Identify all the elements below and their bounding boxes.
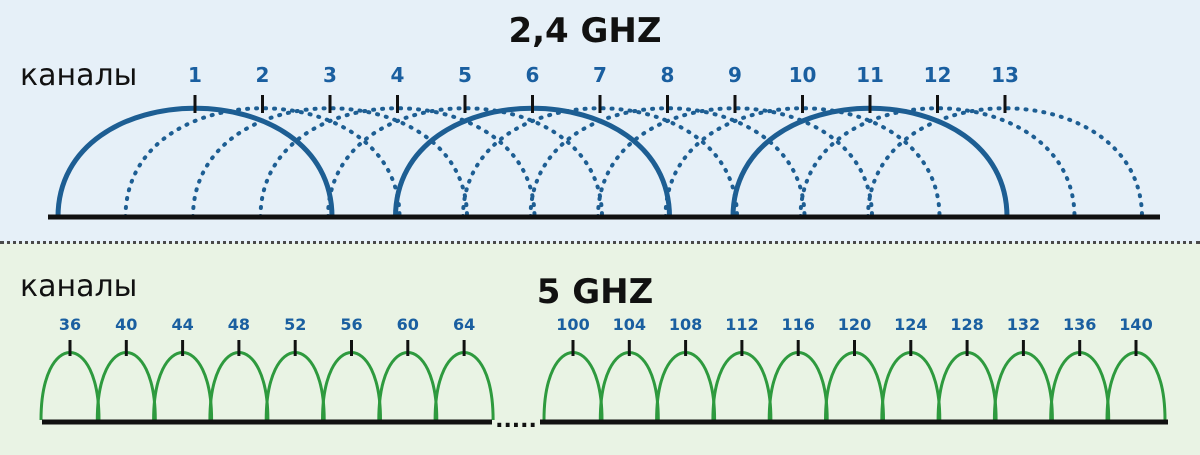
channel-136-number: 136: [1063, 315, 1096, 334]
channel-40-number: 40: [115, 315, 137, 334]
channel-56-number: 56: [340, 315, 362, 334]
band-24-channel-group: 1 2 3 4 5 6 7 8 9 10 11 12 13: [55, 63, 1144, 219]
channel-36-curve: [39, 351, 101, 421]
channel-128-number: 128: [950, 315, 983, 334]
channel-132-number: 132: [1007, 315, 1040, 334]
channel-52-curve: [264, 351, 326, 421]
channel-128-curve: [936, 351, 998, 421]
channel-4-curve: [258, 106, 537, 219]
channel-64-number: 64: [453, 315, 475, 334]
channel-1-number: 1: [188, 63, 202, 87]
channel-100-curve: [542, 351, 604, 421]
section-divider: [0, 241, 1200, 244]
channel-40-curve: [95, 351, 157, 421]
channel-11-number: 11: [856, 63, 884, 87]
channel-108-number: 108: [669, 315, 702, 334]
channel-10-curve: [663, 106, 942, 219]
channel-60-curve: [377, 351, 439, 421]
channel-48-number: 48: [228, 315, 250, 334]
band-5-title: 5 GHZ: [537, 272, 654, 312]
channel-7-number: 7: [593, 63, 607, 87]
channel-104-curve: [598, 351, 660, 421]
channel-136-curve: [1049, 351, 1111, 421]
channel-132-curve: [992, 351, 1054, 421]
channel-9-curve: [596, 106, 874, 219]
channel-116-curve: [767, 351, 829, 421]
channel-3-curve: [191, 106, 469, 219]
channel-12-curve: [798, 106, 1077, 219]
channel-108-curve: [655, 351, 717, 421]
channel-8-curve: [528, 106, 807, 219]
channel-112-number: 112: [725, 315, 758, 334]
channel-44-number: 44: [171, 315, 193, 334]
channel-10-number: 10: [789, 63, 817, 87]
channel-100-number: 100: [556, 315, 589, 334]
channel-140-number: 140: [1119, 315, 1152, 334]
channel-120-number: 120: [838, 315, 871, 334]
channel-7-curve: [461, 106, 739, 219]
channel-9-number: 9: [728, 63, 742, 87]
channel-5-curve: [326, 106, 604, 219]
channel-124-curve: [880, 351, 942, 421]
band-5-channels-label: каналы: [20, 269, 137, 304]
channel-12-number: 12: [924, 63, 952, 87]
channel-5-number: 5: [458, 63, 472, 87]
channel-6-number: 6: [526, 63, 540, 87]
channel-8-number: 8: [661, 63, 675, 87]
channel-104-number: 104: [613, 315, 646, 334]
channel-64-curve: [433, 351, 495, 421]
channel-60-number: 60: [397, 315, 419, 334]
channel-13-number: 13: [991, 63, 1019, 87]
band-24-diagram: 2,4 GHZ каналы 1 2 3 4 5 6 7 8 9 10 11 12 13: [20, 11, 1160, 220]
channel-120-curve: [824, 351, 885, 421]
channel-112-curve: [711, 351, 773, 421]
channel-52-number: 52: [284, 315, 306, 334]
channel-48-curve: [208, 351, 270, 421]
channel-56-curve: [321, 351, 382, 421]
channel-116-number: 116: [781, 315, 814, 334]
channel-140-curve: [1105, 351, 1167, 421]
band-24-channels-label: каналы: [20, 58, 137, 93]
band-5-channel-group: 36 40 44 48 52 56 60 64 100 104 108 112 116 120 124 128…: [39, 315, 1167, 421]
channel-3-number: 3: [323, 63, 337, 87]
channel-124-number: 124: [894, 315, 927, 334]
channel-36-number: 36: [59, 315, 81, 334]
channel-2-curve: [123, 106, 402, 219]
channel-13-curve: [866, 106, 1144, 219]
channel-44-curve: [152, 351, 214, 421]
channel-4-number: 4: [391, 63, 405, 87]
band-5-gap-marker: .....: [495, 408, 537, 433]
channel-2-number: 2: [256, 63, 270, 87]
band-24-title: 2,4 GHZ: [508, 11, 661, 51]
